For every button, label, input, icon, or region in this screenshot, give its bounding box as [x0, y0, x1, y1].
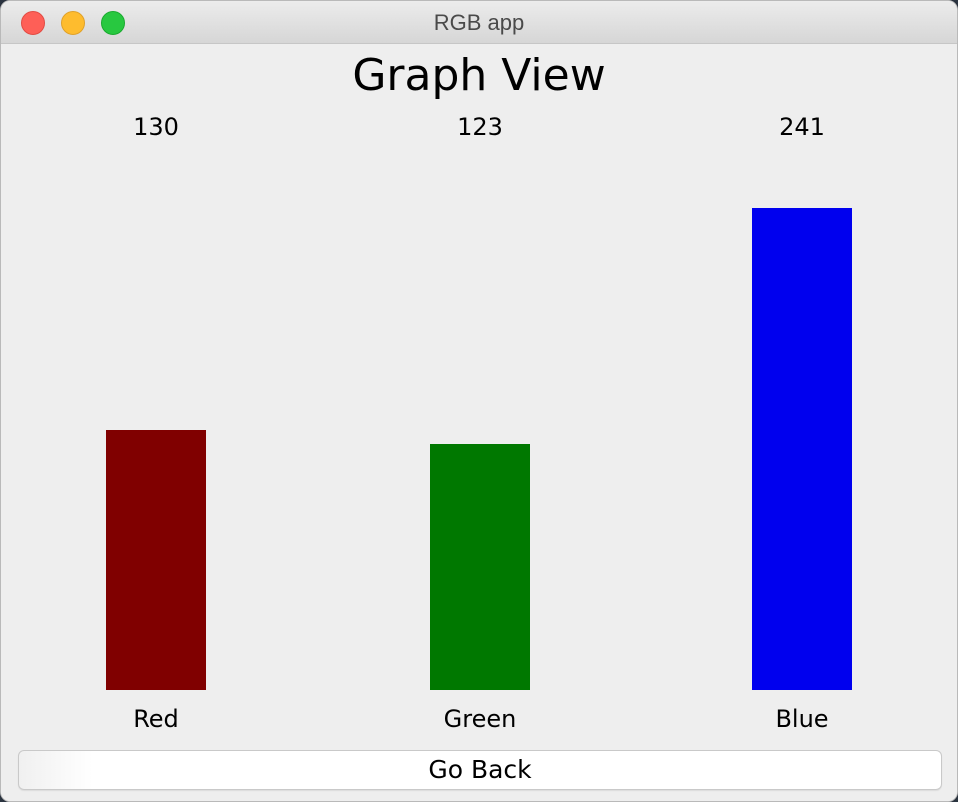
title-bar[interactable]: RGB app: [1, 1, 957, 44]
bar-blue: [752, 208, 852, 690]
category-label-red: Red: [133, 705, 179, 733]
category-label-green: Green: [444, 705, 517, 733]
bar-red: [106, 430, 206, 690]
category-label-blue: Blue: [775, 705, 828, 733]
maximize-window-icon[interactable]: [101, 11, 125, 35]
go-back-button[interactable]: Go Back: [18, 750, 942, 790]
bar-value-label-red: 130: [133, 113, 179, 141]
bar-value-label-blue: 241: [779, 113, 825, 141]
minimize-window-icon[interactable]: [61, 11, 85, 35]
page-title: Graph View: [352, 50, 606, 101]
bar-green: [430, 444, 530, 690]
window-title: RGB app: [433, 10, 525, 35]
graph-view-panel: Graph View 130 Red 123 Green 241 Blue Go Back: [1, 44, 957, 801]
close-window-icon[interactable]: [21, 11, 45, 35]
rgb-bar-chart: 130 Red 123 Green 241 Blue: [106, 113, 852, 733]
bar-value-label-green: 123: [457, 113, 503, 141]
